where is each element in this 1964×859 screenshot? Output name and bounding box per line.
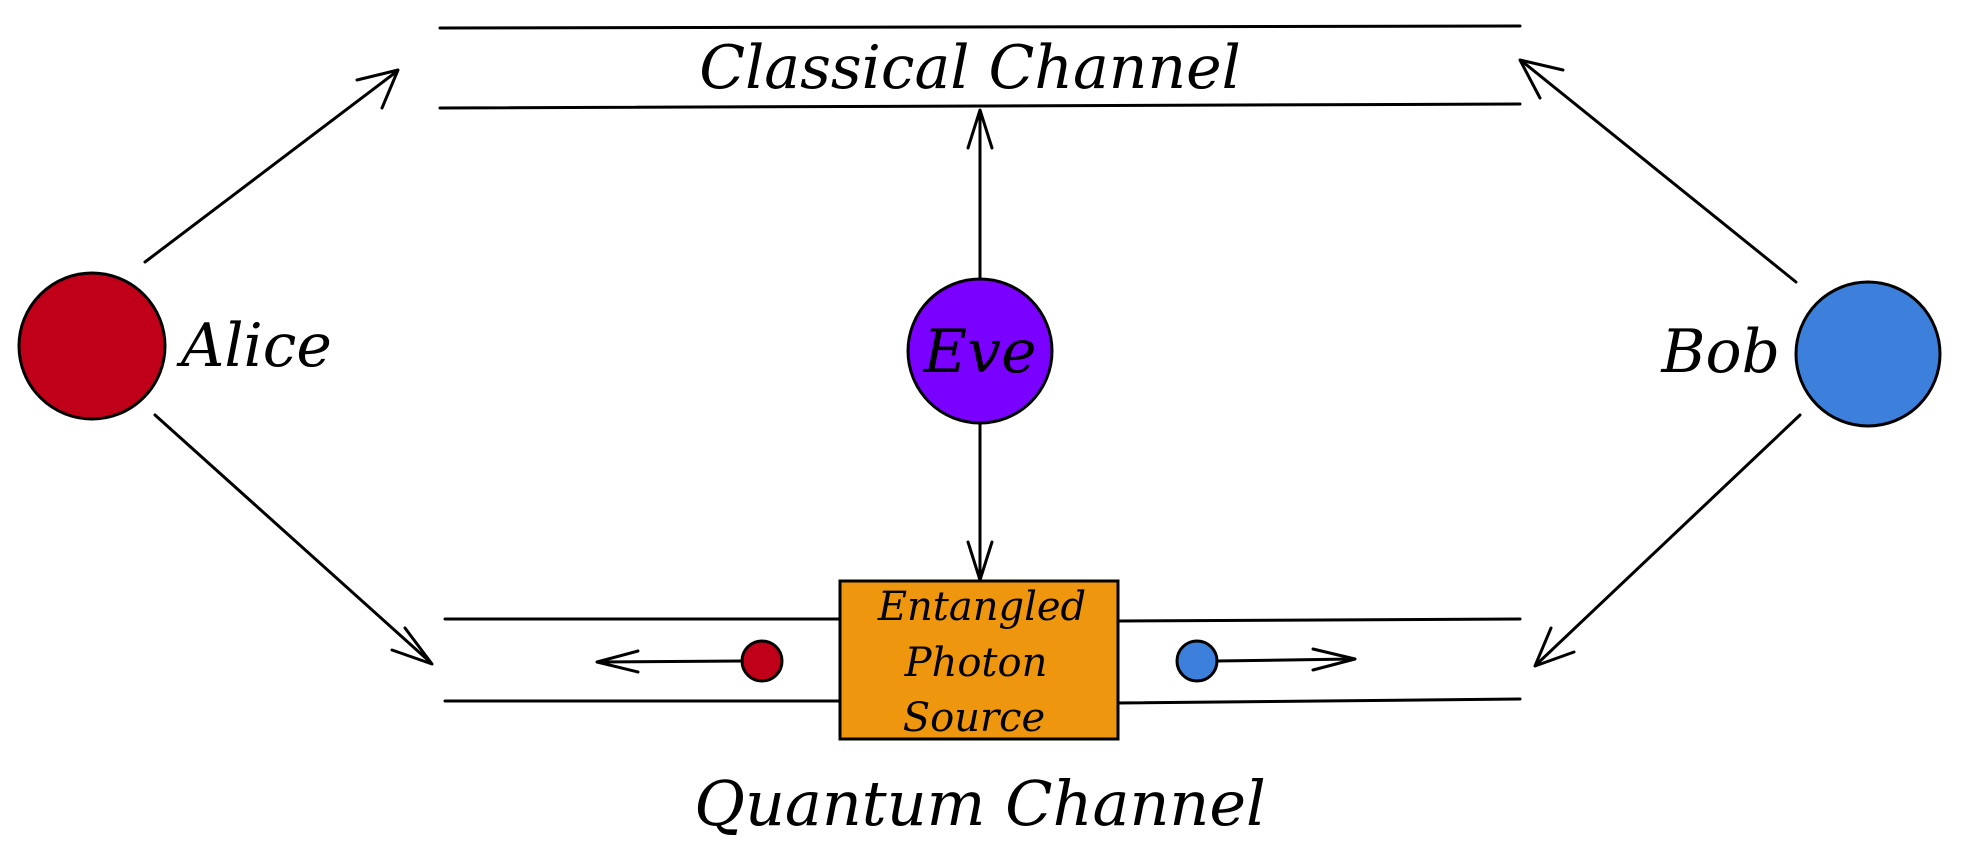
right-photon-arrowhead <box>1311 647 1357 672</box>
quantum-channel-bottom-rail-right <box>1116 697 1522 705</box>
classical-channel-top-rail <box>438 24 1522 30</box>
eve-node <box>906 277 1054 425</box>
right-photon <box>1175 639 1219 683</box>
source-label-line3: Source <box>903 695 1045 741</box>
bob-to-quantum-arrow <box>1535 413 1802 666</box>
source-label-line2: Photon <box>904 640 1048 686</box>
classical-channel-bottom-rail <box>438 102 1522 110</box>
right-photon-arrow <box>1215 657 1355 663</box>
eve-to-classical-arrowhead <box>966 108 994 150</box>
bob-to-classical-arrow <box>1521 60 1798 284</box>
bob-node <box>1794 280 1942 428</box>
quantum-channel-top-rail-right <box>1116 617 1522 623</box>
source-label-line1: Entangled <box>877 584 1086 630</box>
alice-to-classical-arrow <box>143 70 398 264</box>
bob-to-classical-arrowhead <box>1518 58 1565 100</box>
alice-node <box>17 271 167 421</box>
alice-label: Alice <box>176 311 332 381</box>
classical-channel-label: Classical Channel <box>699 33 1241 103</box>
alice-to-classical-arrowhead <box>355 68 400 110</box>
quantum-channel-label: Quantum Channel <box>694 767 1266 840</box>
left-photon <box>740 639 784 683</box>
entangled-photon-source-box <box>838 579 1120 741</box>
alice-to-quantum-arrowhead <box>390 626 434 666</box>
bob-to-quantum-arrowhead <box>1533 626 1576 668</box>
alice-to-quantum-arrow <box>153 413 432 664</box>
bob-label: Bob <box>1660 317 1780 387</box>
left-photon-arrowhead <box>595 649 640 674</box>
left-photon-arrow <box>596 659 744 664</box>
eve-label: Eve <box>922 317 1036 387</box>
